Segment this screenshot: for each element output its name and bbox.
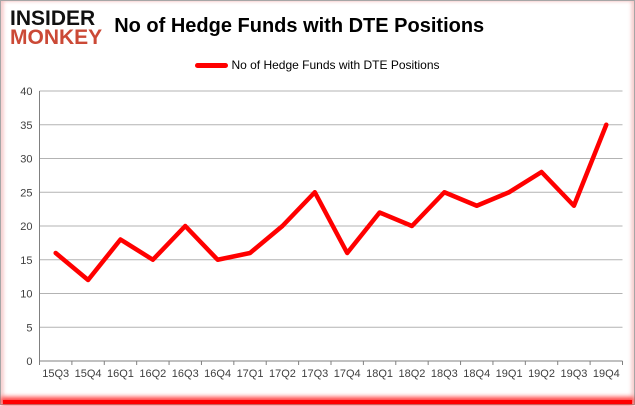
x-axis-tick-label: 19Q3 [560, 368, 587, 380]
bottom-red-bar [3, 400, 632, 404]
y-axis-tick-label: 30 [20, 154, 32, 166]
y-axis-tick-label: 10 [20, 289, 32, 301]
x-axis-tick-label: 18Q4 [463, 368, 490, 380]
x-axis-tick-label: 17Q2 [269, 368, 296, 380]
y-axis-tick-label: 5 [26, 322, 32, 334]
logo-text-insider: INSIDER [10, 7, 96, 30]
data-line-series [53, 122, 609, 283]
legend-label: No of Hedge Funds with DTE Positions [231, 58, 440, 72]
x-axis-tick-label: 17Q1 [237, 368, 264, 380]
x-axis-tick-label: 15Q4 [75, 368, 102, 380]
x-axis-tick-label: 18Q1 [366, 368, 393, 380]
x-axis-tick-label: 16Q3 [172, 368, 199, 380]
x-axis-tick-label: 18Q2 [399, 368, 426, 380]
chart-title: No of Hedge Funds with DTE Positions [114, 15, 485, 37]
x-axis-tick-label: 17Q4 [334, 368, 361, 380]
insider-monkey-logo: INSIDER MONKEY [10, 7, 103, 50]
x-axis-tick-label: 16Q4 [204, 368, 231, 380]
x-axis-tick-label: 16Q1 [107, 368, 134, 380]
x-axis-tick-label: 15Q3 [42, 368, 69, 380]
y-axis-tick-label: 20 [20, 221, 32, 233]
y-axis-tick-label: 40 [20, 86, 32, 98]
x-axis-tick-label: 19Q2 [528, 368, 555, 380]
y-axis-tick-label: 35 [20, 120, 32, 132]
logo-text-monkey: MONKEY [10, 26, 103, 50]
y-axis-tick-label: 0 [26, 356, 32, 368]
chart-header: INSIDER MONKEY No of Hedge Funds with DT… [10, 7, 624, 50]
y-axis-tick-label: 25 [20, 187, 32, 199]
x-axis-tick-label: 19Q1 [496, 368, 523, 380]
x-axis-tick-label: 18Q3 [431, 368, 458, 380]
chart-legend: No of Hedge Funds with DTE Positions [1, 58, 634, 72]
legend-line-swatch [195, 62, 229, 68]
x-axis-tick-label: 19Q4 [593, 368, 620, 380]
x-axis-tick-label: 17Q3 [301, 368, 328, 380]
x-axis-tick-label: 16Q2 [139, 368, 166, 380]
y-axis-tick-label: 15 [20, 255, 32, 267]
